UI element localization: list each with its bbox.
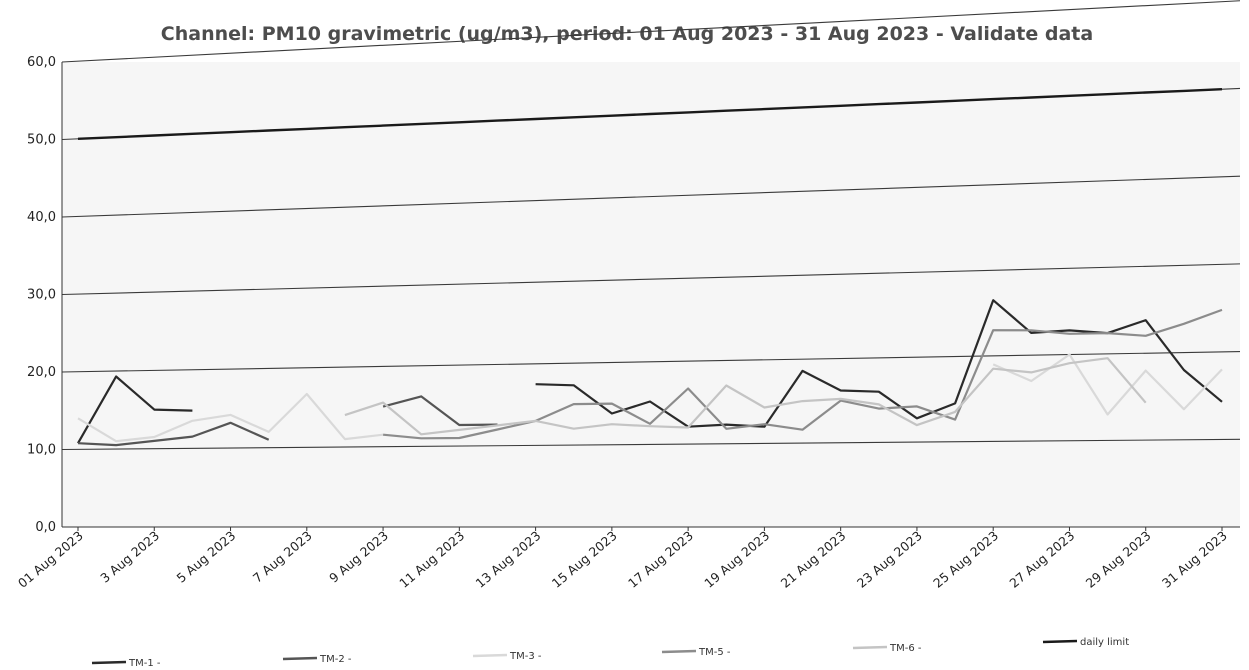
legend-swatch-tm-3 — [472, 653, 508, 658]
x-tick-label: 21 Aug 2023 — [778, 528, 849, 591]
x-tick-label: 13 Aug 2023 — [473, 528, 544, 591]
y-tick-label: 20,0 — [27, 365, 56, 380]
legend-swatch-tm-2 — [282, 656, 318, 661]
chart-title: Channel: PM10 gravimetric (ug/m3), perio… — [161, 23, 1093, 45]
x-tick-label: 25 Aug 2023 — [930, 528, 1001, 591]
gridline — [61, 263, 1241, 296]
y-tick-label: 0,0 — [35, 520, 56, 535]
legend-swatch-tm-1 — [91, 660, 127, 665]
x-tick-label: 27 Aug 2023 — [1006, 528, 1077, 591]
x-tick-label: 5 Aug 2023 — [174, 528, 239, 586]
x-tick-label: 9 Aug 2023 — [326, 528, 391, 586]
series-line-tm-3 — [77, 392, 384, 443]
series-line-tm-2 — [77, 421, 270, 447]
legend-label-daily-limit: daily limit — [1080, 637, 1129, 648]
x-tick-label: 11 Aug 2023 — [396, 528, 467, 591]
legend-label-tm-5: TM-5 - — [698, 647, 731, 658]
legend-swatch-tm-5 — [661, 649, 697, 654]
y-tick-label: 30,0 — [27, 288, 56, 303]
y-tick-label: 10,0 — [27, 443, 56, 458]
legend: TM-1 - TM-2 - TM-3 - TM-5 - TM-6 - daily limi… — [91, 637, 1129, 669]
legend-label-tm-6: TM-6 - — [889, 643, 922, 654]
legend-swatch-tm-6 — [852, 645, 888, 650]
x-tick-label: 7 Aug 2023 — [250, 528, 315, 586]
y-axis-ticks: 0,0 10,0 20,0 30,0 40,0 50,0 60,0 — [27, 55, 56, 535]
x-tick-label: 31 Aug 2023 — [1159, 528, 1230, 591]
series-line-tm-1 — [77, 375, 193, 444]
x-tick-label: 19 Aug 2023 — [701, 528, 772, 591]
legend-label-tm-1: TM-1 - — [128, 658, 161, 669]
series-line-tm-6 — [344, 357, 1147, 436]
x-tick-label: 15 Aug 2023 — [549, 528, 620, 591]
series-line-tm-3 — [992, 353, 1223, 416]
legend-label-tm-3: TM-3 - — [509, 651, 542, 662]
x-axis-ticks: 01 Aug 2023 3 Aug 2023 5 Aug 2023 7 Aug 202… — [15, 527, 1230, 591]
y-tick-label: 40,0 — [27, 210, 56, 225]
series-line-tm-5 — [382, 308, 1223, 440]
x-tick-label: 23 Aug 2023 — [854, 528, 925, 591]
legend-label-tm-2: TM-2 - — [319, 654, 352, 665]
series-lines — [77, 88, 1223, 447]
x-tick-label: 01 Aug 2023 — [15, 528, 86, 591]
gridline — [61, 0, 1241, 63]
plot-area — [62, 62, 1240, 527]
gridline — [61, 175, 1241, 218]
x-tick-label: 17 Aug 2023 — [625, 528, 696, 591]
x-tick-label: 29 Aug 2023 — [1083, 528, 1154, 591]
y-tick-label: 50,0 — [27, 133, 56, 148]
series-line-tm-2 — [382, 395, 498, 427]
series-line-daily-limit — [77, 88, 1223, 140]
y-tick-label: 60,0 — [27, 55, 56, 70]
x-tick-label: 3 Aug 2023 — [97, 528, 162, 586]
gridlines — [61, 0, 1241, 451]
gridline — [61, 438, 1241, 451]
gridline — [61, 351, 1241, 373]
legend-swatch-daily-limit — [1042, 639, 1078, 644]
